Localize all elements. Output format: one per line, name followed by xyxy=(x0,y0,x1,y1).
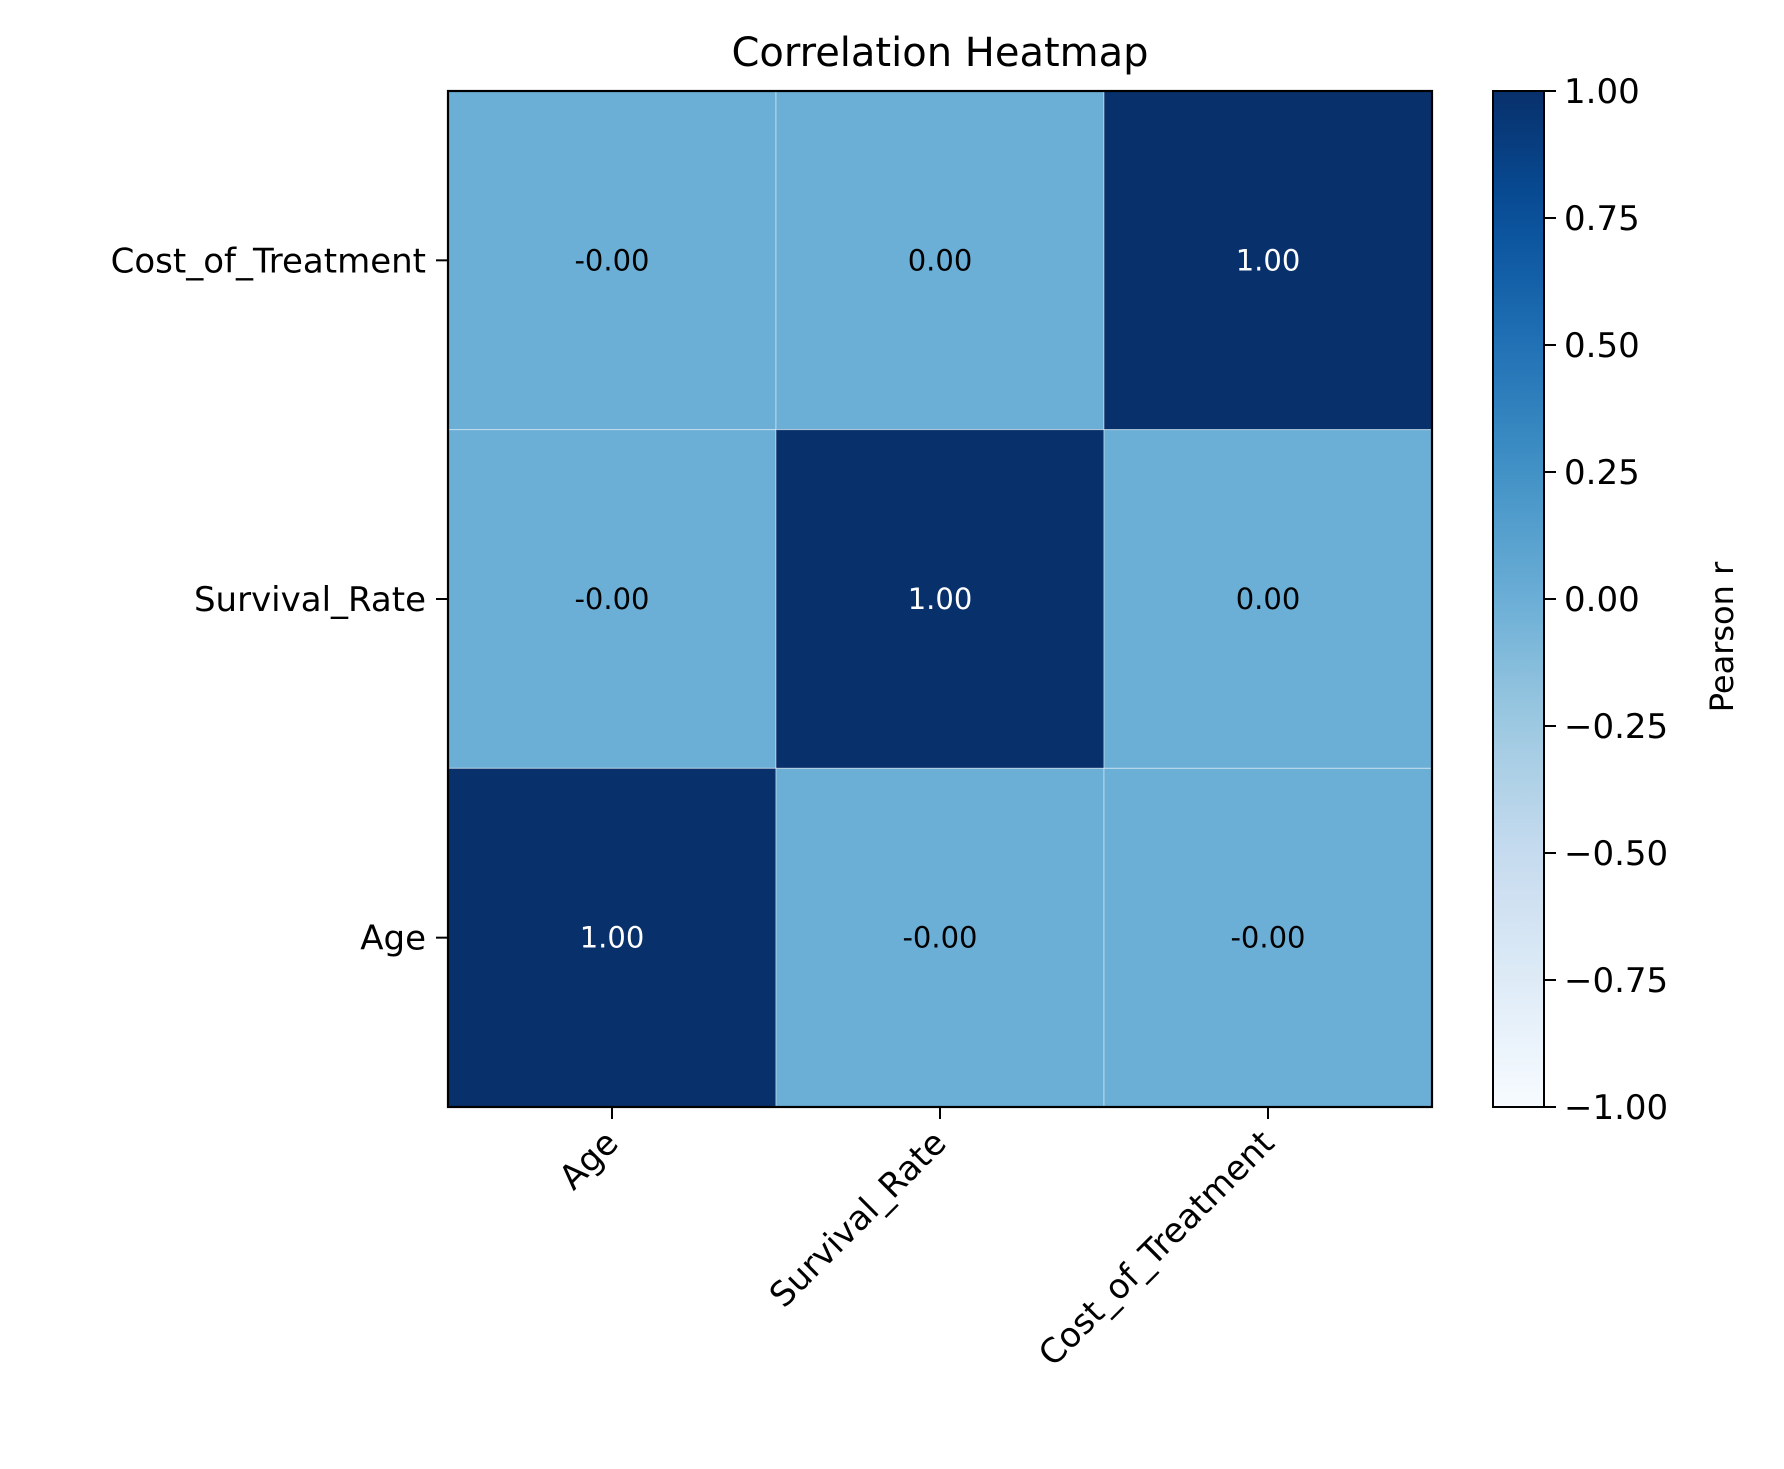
heatmap-cell xyxy=(447,767,777,1108)
colorbar-tick-label: 0.75 xyxy=(1564,199,1640,239)
heatmap-cell xyxy=(775,767,1105,1108)
colorbar-tick-label: −0.25 xyxy=(1564,707,1668,747)
colorbar-tick-label: −1.00 xyxy=(1564,1088,1668,1128)
x-tick-label: Age xyxy=(552,1123,627,1198)
cell-value-label: -0.00 xyxy=(574,582,649,616)
cell-value-label: -0.00 xyxy=(1230,921,1305,955)
colorbar-tick-label: −0.50 xyxy=(1564,834,1668,874)
colorbar-tick-label: 0.50 xyxy=(1564,326,1640,366)
heatmap-cell xyxy=(447,90,777,431)
heatmap-cell xyxy=(775,429,1105,769)
x-tick-label: Survival_Rate xyxy=(762,1123,954,1315)
cell-value-label: -0.00 xyxy=(574,243,649,277)
y-tick-label: Survival_Rate xyxy=(194,580,426,620)
x-tick-label: Cost_of_Treatment xyxy=(1031,1123,1282,1374)
heatmap-cell xyxy=(1103,429,1433,769)
colorbar-label: Pearson r xyxy=(1703,561,1741,712)
colorbar-tick-label: 0.00 xyxy=(1564,580,1640,620)
colorbar-tick-label: 0.25 xyxy=(1564,453,1640,493)
colorbar: 1.00 0.75 0.50 0.25 0.00 −0.25 −0.50 −0.75 −1.00 xyxy=(1492,72,1668,1128)
heatmap-cells xyxy=(447,90,1433,1108)
cell-value-label: 1.00 xyxy=(1236,243,1301,277)
cell-value-label: 1.00 xyxy=(908,582,973,616)
chart-title: Correlation Heatmap xyxy=(731,30,1148,76)
cell-value-label: -0.00 xyxy=(902,921,977,955)
colorbar-tick-label: 1.00 xyxy=(1564,72,1640,112)
heatmap-cell-labels: -0.00 0.00 1.00 -0.00 1.00 0.00 1.00 -0.00 -0.00 xyxy=(574,243,1305,954)
colorbar-tick-label: −0.75 xyxy=(1564,961,1668,1001)
colorbar-gradient xyxy=(1492,90,1545,1108)
y-tick-label: Cost_of_Treatment xyxy=(111,241,426,281)
y-tick-label: Age xyxy=(360,919,426,959)
cell-value-label: 0.00 xyxy=(1236,582,1301,616)
heatmap-cell xyxy=(775,90,1105,431)
heatmap-cell xyxy=(447,429,777,769)
cell-value-label: 0.00 xyxy=(908,243,973,277)
cell-value-label: 1.00 xyxy=(580,921,645,955)
